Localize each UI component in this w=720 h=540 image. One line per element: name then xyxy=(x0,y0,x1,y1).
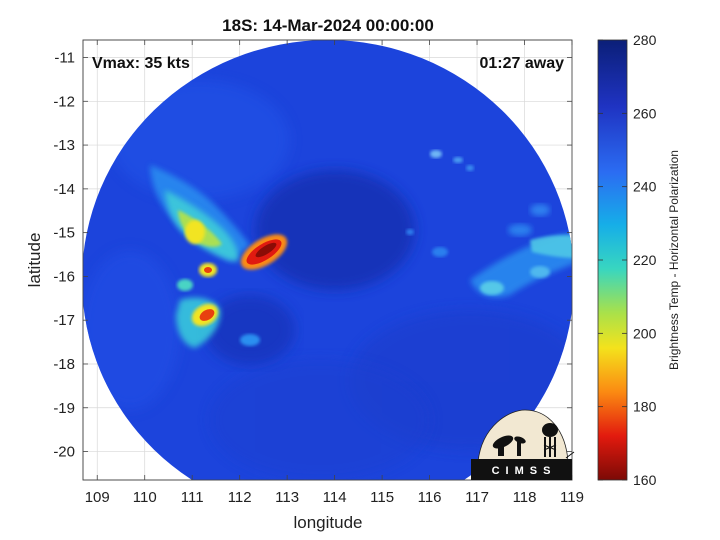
colorbar-tick-label: 260 xyxy=(633,105,657,121)
satellite-dish-icon xyxy=(492,435,514,449)
colorbar-tick-label: 200 xyxy=(633,325,657,341)
x-tick-label: 114 xyxy=(323,489,347,506)
colorbar-tick-label: 180 xyxy=(633,399,657,415)
y-tick-label: -16 xyxy=(53,268,75,285)
y-tick-label: -12 xyxy=(53,93,75,110)
colorbar-ticks: 280 260 240 220 200 180 160 xyxy=(598,32,657,488)
colorbar: 280 260 240 220 200 180 160 Brightness Temp - … xyxy=(597,32,681,488)
vmax-label: Vmax: 35 kts xyxy=(92,55,190,72)
x-tick-label: 111 xyxy=(181,489,204,506)
colorbar-tick-label: 220 xyxy=(633,252,657,268)
y-tick-label: -14 xyxy=(53,181,75,198)
logo-text: CIMSS xyxy=(492,465,557,477)
y-tick-label: -15 xyxy=(53,225,75,242)
colorbar-tick-label: 280 xyxy=(633,32,657,48)
y-axis-label: latitude xyxy=(25,233,44,288)
x-tick-label: 113 xyxy=(275,489,299,506)
time-offset-label: 01:27 away xyxy=(479,55,564,72)
northeast-cells xyxy=(406,150,550,235)
x-tick-label: 112 xyxy=(228,489,252,506)
cimss-logo: CIMSS xyxy=(471,409,575,480)
x-tick-label: 116 xyxy=(418,489,442,506)
y-tick-label: -13 xyxy=(53,137,75,154)
x-tick-label: 115 xyxy=(370,489,394,506)
y-tick-label: -18 xyxy=(53,356,75,373)
chart-title: 18S: 14-Mar-2024 00:00:00 xyxy=(222,16,434,35)
y-tick-label: -20 xyxy=(53,444,75,461)
colorbar-tick-label: 240 xyxy=(633,179,657,195)
warm-core xyxy=(255,170,415,290)
x-axis-label: longitude xyxy=(293,513,362,532)
y-axis-ticks: -11 -12 -13 -14 -15 -16 -17 -18 -19 -20 xyxy=(53,50,572,461)
x-tick-label: 117 xyxy=(465,489,489,506)
water-tower-icon xyxy=(542,423,558,457)
x-tick-label: 118 xyxy=(513,489,537,506)
convective-band xyxy=(150,165,288,348)
colorbar-tick-label: 160 xyxy=(633,472,657,488)
x-tick-label: 109 xyxy=(85,489,110,506)
eastern-band xyxy=(432,224,572,298)
y-tick-label: -11 xyxy=(54,50,75,67)
x-tick-label: 119 xyxy=(560,489,584,506)
y-tick-label: -19 xyxy=(53,400,75,417)
microwave-swath xyxy=(83,40,572,480)
x-axis-ticks: 109 110 111 112 113 114 115 116 117 118 119 xyxy=(85,40,584,506)
colorbar-label: Brightness Temp - Horizontal Polarizatio… xyxy=(667,150,681,370)
x-tick-label: 110 xyxy=(133,489,157,506)
y-tick-label: -17 xyxy=(53,312,75,329)
